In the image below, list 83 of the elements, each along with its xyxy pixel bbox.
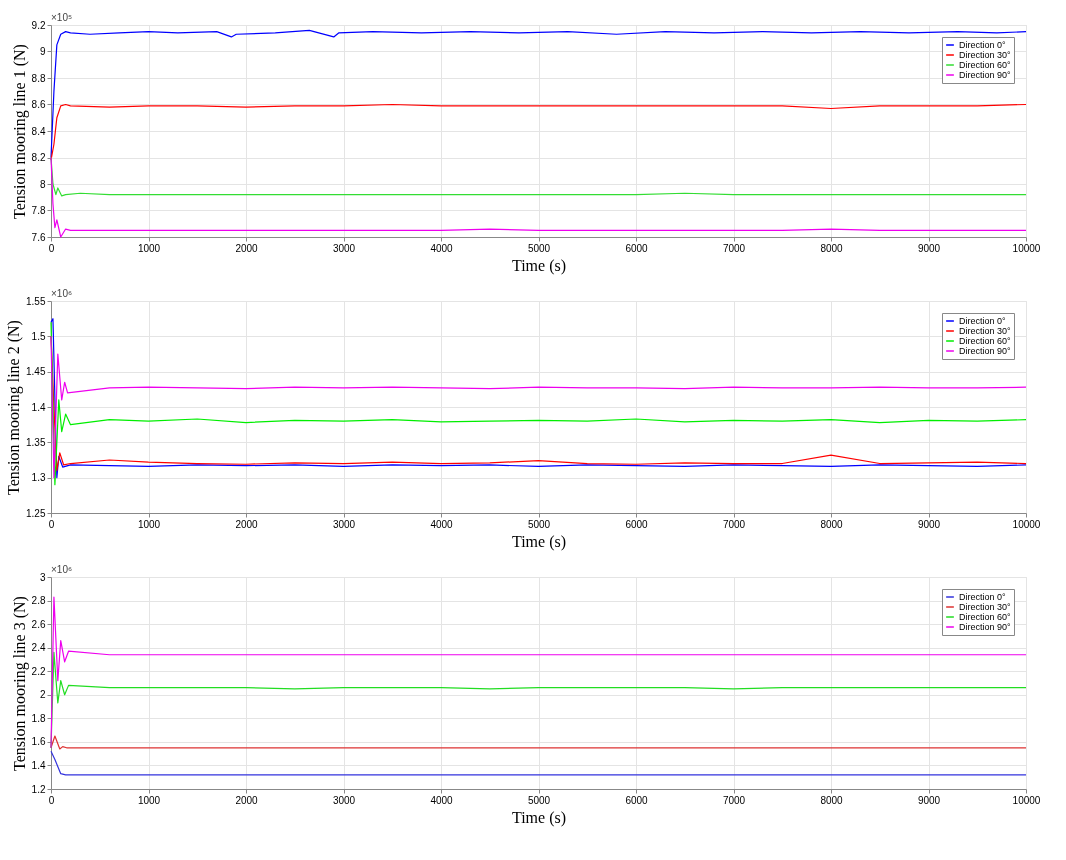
x-tick-label: 1000 bbox=[137, 242, 161, 254]
legend-label: Direction 90° bbox=[959, 70, 1012, 80]
x-tick-label: 1000 bbox=[137, 794, 161, 806]
x-tick-label: 6000 bbox=[625, 242, 649, 254]
legend-label: Direction 30° bbox=[959, 326, 1012, 336]
x-tick-label: 9000 bbox=[917, 794, 941, 806]
legend-label: Direction 0° bbox=[959, 316, 1007, 326]
x-tick-label: 8000 bbox=[820, 242, 844, 254]
y-tick-label: 1.45 bbox=[26, 366, 46, 378]
x-tick-label: 2000 bbox=[235, 242, 259, 254]
y-tick-label: 1.5 bbox=[31, 330, 46, 342]
x-tick-label: 10000 bbox=[1012, 242, 1041, 254]
x-tick-label: 5000 bbox=[527, 794, 551, 806]
x-tick-label: 8000 bbox=[820, 518, 844, 530]
y-tick-label: 1.35 bbox=[26, 436, 46, 448]
y-tick-label: 2 bbox=[39, 689, 46, 701]
x-tick-label: 4000 bbox=[430, 794, 454, 806]
legend-label: Direction 90° bbox=[959, 346, 1012, 356]
x-tick-label: 0 bbox=[48, 242, 55, 254]
y-tick-label: 7.6 bbox=[31, 231, 46, 243]
x-tick-label: 5000 bbox=[527, 518, 551, 530]
x-tick-label: 3000 bbox=[332, 518, 356, 530]
x-tick-label: 7000 bbox=[722, 242, 746, 254]
x-tick-label: 0 bbox=[48, 794, 55, 806]
y-tick-label: 7.8 bbox=[31, 205, 46, 216]
x-tick-label: 10000 bbox=[1012, 518, 1041, 530]
legend-label: Direction 60° bbox=[959, 336, 1012, 346]
text: ×10⁶ bbox=[51, 564, 73, 575]
x-tick-label: 7000 bbox=[722, 518, 746, 530]
x-axis-title: Time (s) bbox=[511, 532, 567, 551]
x-tick-label: 3000 bbox=[332, 794, 356, 806]
legend-label: Direction 0° bbox=[959, 40, 1007, 50]
x-tick-label: 3000 bbox=[332, 242, 356, 254]
y-tick-label: 8 bbox=[39, 178, 46, 190]
legend-label: Direction 60° bbox=[959, 60, 1012, 70]
x-tick-label: 5000 bbox=[527, 242, 551, 254]
y-tick-label: 8.8 bbox=[31, 72, 46, 84]
x-tick-label: 4000 bbox=[430, 518, 454, 530]
x-tick-label: 1000 bbox=[137, 518, 161, 530]
y-axis-title: Tension mooring line 1 (N) bbox=[10, 44, 29, 219]
x-axis-title: Time (s) bbox=[511, 808, 567, 827]
x-tick-label: 8000 bbox=[820, 794, 844, 806]
x-tick-label: 2000 bbox=[235, 794, 259, 806]
y-axis-title: Tension mooring line 3 (N) bbox=[10, 596, 29, 771]
y-tick-label: 1.3 bbox=[31, 472, 46, 484]
x-tick-label: 9000 bbox=[917, 518, 941, 530]
x-tick-label: 4000 bbox=[430, 242, 454, 254]
line-series bbox=[50, 735, 1027, 750]
y-axis-title: Tension mooring line 2 (N) bbox=[5, 320, 24, 495]
y-tick-label: 2.6 bbox=[31, 618, 46, 630]
y-tick-label: 2.4 bbox=[31, 642, 46, 654]
y-tick-label: 1.4 bbox=[31, 401, 46, 413]
x-axis-title: Time (s) bbox=[511, 256, 567, 275]
y-tick-label: 9 bbox=[39, 46, 46, 57]
line-series bbox=[50, 29, 1027, 159]
x-tick-label: 10000 bbox=[1012, 794, 1041, 806]
y-tick-label: 2.8 bbox=[31, 595, 46, 607]
y-tick-label: 1.25 bbox=[26, 507, 46, 519]
y-tick-label: 8.2 bbox=[31, 152, 46, 163]
legend-label: Direction 90° bbox=[959, 622, 1012, 632]
legend-label: Direction 30° bbox=[959, 50, 1012, 60]
y-tick-label: 2.2 bbox=[31, 665, 46, 677]
x-tick-label: 0 bbox=[48, 518, 55, 530]
x-tick-label: 9000 bbox=[917, 242, 941, 254]
y-tick-label: 3 bbox=[39, 571, 46, 583]
y-tick-label: 1.55 bbox=[26, 295, 46, 307]
x-tick-label: 7000 bbox=[722, 794, 746, 806]
text: ×10⁵ bbox=[51, 12, 73, 23]
legend-label: Direction 60° bbox=[959, 612, 1012, 622]
line-series bbox=[50, 750, 1027, 776]
y-tick-label: 1.2 bbox=[31, 783, 46, 795]
legend-label: Direction 0° bbox=[959, 592, 1007, 602]
y-tick-label: 9.2 bbox=[31, 19, 46, 31]
text: ×10⁶ bbox=[51, 288, 73, 299]
y-tick-label: 1.8 bbox=[31, 712, 46, 724]
y-tick-label: 8.6 bbox=[31, 99, 46, 110]
x-tick-label: 2000 bbox=[235, 518, 259, 530]
x-tick-label: 6000 bbox=[625, 794, 649, 806]
x-tick-label: 6000 bbox=[625, 518, 649, 530]
y-tick-label: 1.4 bbox=[31, 759, 46, 771]
legend-label: Direction 30° bbox=[959, 602, 1012, 612]
y-tick-label: 1.6 bbox=[31, 736, 46, 748]
y-tick-label: 8.4 bbox=[31, 125, 46, 137]
